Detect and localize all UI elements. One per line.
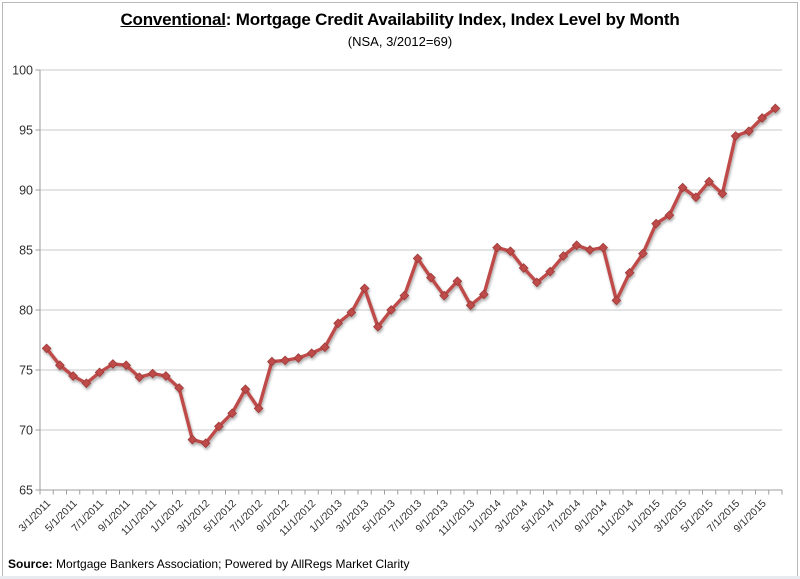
data-point-marker — [346, 307, 357, 318]
data-point-marker — [214, 421, 224, 432]
data-point-marker — [359, 283, 370, 294]
data-point-marker — [41, 343, 52, 354]
data-point-marker — [704, 176, 714, 187]
data-point-marker — [267, 356, 277, 367]
data-point-marker — [187, 434, 198, 445]
data-point-marker — [479, 289, 489, 300]
data-point-marker — [161, 371, 171, 381]
y-axis-label: 80 — [19, 304, 33, 318]
bottom-edge-strip — [0, 576, 800, 579]
data-point-marker — [611, 295, 622, 306]
data-point-marker — [200, 438, 211, 449]
y-axis-label: 65 — [19, 484, 33, 498]
data-point-marker — [426, 272, 436, 283]
data-point-marker — [108, 359, 118, 369]
data-point-marker — [240, 384, 251, 395]
data-point-marker — [717, 188, 728, 199]
data-point-marker — [306, 348, 317, 359]
y-axis-label: 75 — [19, 364, 33, 378]
y-axis-label: 95 — [19, 124, 33, 138]
series-line — [44, 106, 778, 445]
data-point-marker — [691, 192, 701, 203]
data-point-marker — [121, 360, 131, 371]
series-conventional-mcai — [41, 103, 781, 449]
data-point-marker — [293, 353, 304, 363]
chart-subtitle: (NSA, 3/2012=69) — [347, 34, 453, 49]
data-point-marker — [147, 368, 158, 379]
data-point-marker — [770, 103, 781, 114]
data-point-marker — [81, 378, 92, 389]
y-axis-label: 90 — [19, 184, 33, 198]
data-point-marker — [677, 182, 688, 193]
data-point-marker — [320, 342, 330, 353]
data-point-marker — [68, 371, 78, 381]
data-point-marker — [134, 372, 145, 383]
data-point-marker — [465, 300, 476, 311]
data-point-marker — [386, 305, 396, 315]
data-point-marker — [757, 113, 767, 123]
data-point-marker — [585, 245, 595, 255]
chart-title: Conventional: Mortgage Credit Availabili… — [0, 9, 800, 31]
data-point-marker — [571, 240, 582, 251]
y-axis-label: 85 — [19, 244, 33, 258]
y-axis-label: 70 — [19, 424, 33, 438]
source-line: Source: Mortgage Bankers Association; Po… — [8, 557, 410, 571]
data-point-marker — [518, 263, 529, 273]
chart-title-rest: : Mortgage Credit Availability Index, In… — [225, 10, 680, 29]
data-point-marker — [664, 210, 675, 221]
data-point-marker — [333, 318, 343, 329]
data-point-marker — [373, 321, 383, 332]
chart-title-underlined: Conventional — [120, 10, 226, 29]
data-point-marker — [638, 248, 648, 259]
data-point-marker — [492, 242, 502, 253]
data-point-marker — [227, 408, 237, 419]
data-point-marker — [598, 242, 608, 253]
source-text: Mortgage Bankers Association; Powered by… — [52, 557, 410, 571]
data-point-marker — [399, 290, 410, 301]
data-point-marker — [744, 126, 754, 137]
data-point-marker — [55, 360, 65, 371]
data-point-marker — [253, 403, 264, 414]
data-point-marker — [505, 246, 516, 257]
data-point-marker — [412, 253, 423, 264]
data-point-marker — [651, 218, 661, 229]
source-label: Source: — [8, 557, 53, 571]
data-point-marker — [280, 355, 290, 366]
data-point-marker — [558, 251, 569, 261]
data-point-marker — [174, 383, 184, 393]
data-point-marker — [452, 276, 463, 287]
data-point-marker — [532, 277, 542, 288]
data-point-marker — [624, 267, 635, 278]
y-axis-label: 100 — [12, 64, 33, 78]
data-point-marker — [439, 290, 449, 301]
data-point-marker — [730, 131, 741, 141]
data-point-marker — [545, 266, 555, 277]
data-point-marker — [94, 367, 105, 378]
